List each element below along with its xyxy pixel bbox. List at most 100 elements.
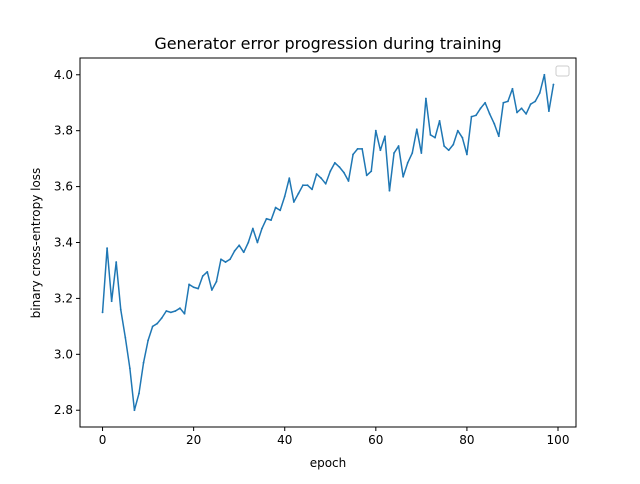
data-point (302, 184, 304, 187)
data-point (502, 101, 505, 104)
data-point (356, 147, 359, 150)
data-point (124, 336, 127, 339)
data-line (101, 74, 555, 411)
chart-title: Generator error progression during train… (154, 34, 501, 53)
data-point (210, 289, 213, 291)
data-point (475, 114, 477, 117)
data-point (456, 129, 459, 132)
data-point (101, 311, 104, 314)
data-point (128, 367, 131, 370)
data-point (543, 73, 546, 76)
data-point (470, 115, 473, 118)
data-point (534, 100, 537, 103)
data-point (156, 322, 159, 325)
data-point (306, 184, 309, 187)
data-point (238, 244, 241, 247)
y-axis-label: binary cross-entropy loss (29, 168, 43, 319)
data-point (507, 100, 509, 103)
x-axis-label: epoch (310, 456, 347, 470)
data-point (292, 201, 295, 203)
data-point (538, 92, 541, 94)
data-point (242, 251, 245, 254)
data-point (525, 113, 528, 115)
data-point (425, 97, 427, 100)
data-point (516, 111, 518, 114)
data-point (270, 219, 272, 222)
data-point (160, 317, 163, 319)
data-point (397, 145, 400, 147)
data-point (179, 307, 181, 310)
data-point (333, 161, 336, 164)
data-point (529, 103, 532, 106)
y-tick-label: 3.8 (54, 124, 73, 138)
data-point (283, 195, 286, 198)
data-point (224, 261, 227, 263)
data-point (365, 174, 368, 177)
axis-ticks: 0 20 40 60 80 100 2.8 3.0 3.2 3.4 3.6 3.8 4.0 (54, 68, 570, 447)
data-point (374, 129, 377, 132)
x-tick-label: 40 (277, 433, 292, 447)
data-point (142, 361, 145, 364)
data-point (261, 227, 263, 230)
data-point (197, 287, 200, 290)
data-point (251, 227, 254, 230)
data-point (206, 270, 209, 273)
data-point (329, 170, 332, 173)
data-point (520, 107, 523, 110)
data-point (311, 188, 313, 191)
data-point (429, 133, 432, 136)
data-point (443, 145, 446, 147)
data-point (552, 83, 555, 86)
data-point (183, 312, 186, 315)
data-point (320, 177, 323, 180)
data-point (133, 409, 136, 412)
data-points (101, 73, 555, 412)
data-point (110, 300, 113, 303)
data-point (151, 325, 154, 328)
data-point (415, 128, 418, 131)
data-point (497, 135, 500, 138)
data-point (247, 241, 250, 244)
x-tick-label: 100 (547, 433, 570, 447)
data-point (119, 308, 122, 311)
data-point (447, 149, 450, 152)
empty-legend-box (555, 65, 570, 77)
data-point (324, 182, 327, 185)
data-point (479, 107, 482, 110)
data-point (288, 177, 291, 180)
data-point (388, 189, 391, 192)
x-tick-label: 60 (368, 433, 383, 447)
data-point (352, 153, 354, 156)
data-point (370, 170, 373, 173)
data-point (384, 135, 386, 138)
data-point (274, 206, 277, 209)
data-point (343, 171, 345, 174)
y-tick-label: 3.0 (54, 347, 73, 361)
data-point (511, 87, 514, 90)
data-point (347, 180, 350, 182)
data-point (438, 119, 441, 122)
data-point (138, 392, 140, 395)
y-tick-label: 2.8 (54, 403, 73, 417)
plot-frame (79, 57, 577, 428)
data-point (233, 249, 236, 252)
y-tick-label: 3.6 (54, 180, 73, 194)
data-point (265, 217, 268, 220)
data-point (106, 247, 109, 249)
data-point (493, 122, 496, 125)
y-tick-label: 4.0 (54, 68, 73, 82)
data-point (411, 152, 414, 154)
data-point (279, 209, 282, 212)
data-point (147, 339, 149, 342)
data-point (215, 280, 218, 283)
data-point (165, 310, 168, 312)
data-point (174, 310, 177, 312)
data-point (256, 241, 259, 244)
data-point (402, 175, 405, 178)
data-point (220, 258, 222, 261)
data-point (452, 143, 455, 146)
data-point (229, 258, 231, 261)
x-tick-label: 0 (99, 433, 107, 447)
